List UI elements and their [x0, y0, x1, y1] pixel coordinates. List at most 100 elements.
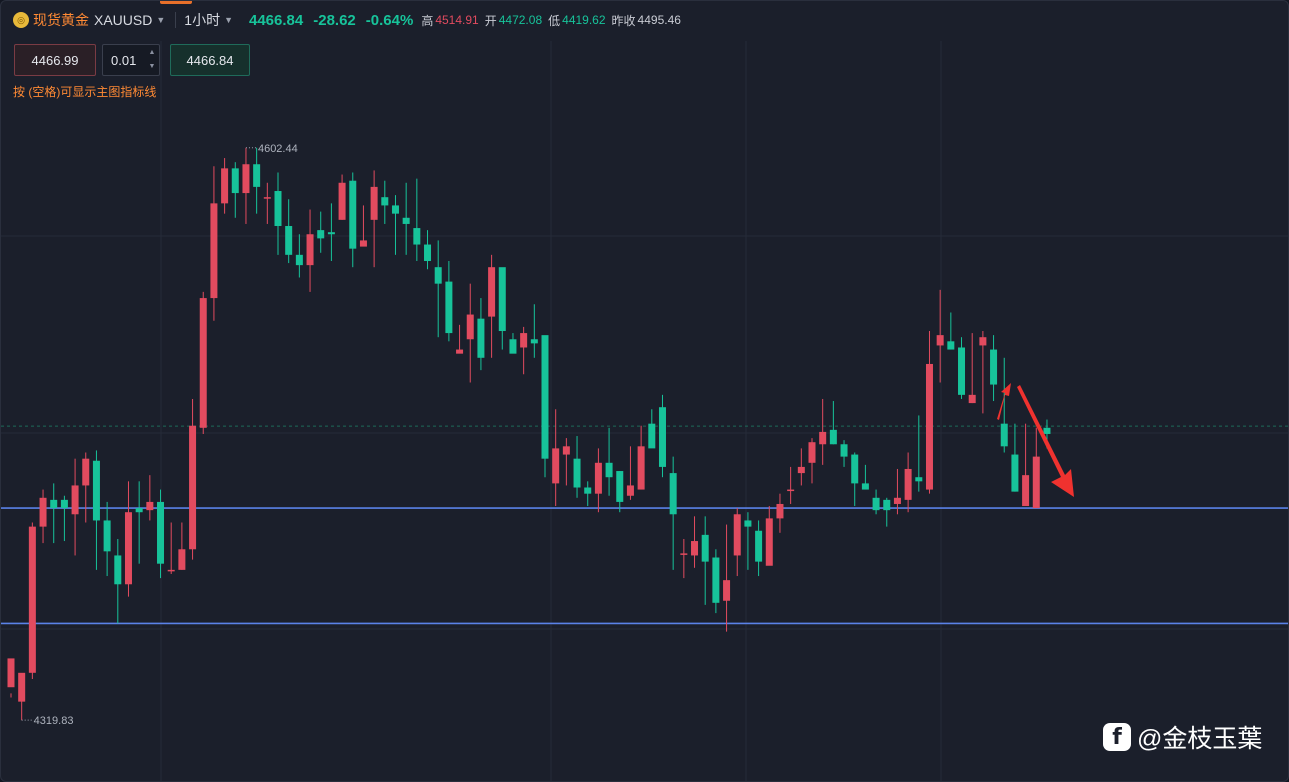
candle-body: [39, 497, 47, 527]
candle-body: [349, 180, 357, 249]
candle-body: [146, 501, 154, 511]
candle-body: [402, 217, 410, 224]
candle-body: [765, 518, 773, 566]
candle-body: [488, 267, 496, 317]
quantity-arrows[interactable]: ▲ ▼: [147, 47, 157, 73]
candle-body: [616, 471, 624, 502]
watermark-text: @金枝玉葉: [1137, 725, 1263, 753]
candle-body: [701, 534, 709, 562]
candle-body: [157, 501, 165, 564]
indicator-hint: 按 (空格)可显示主图指标线: [13, 85, 157, 99]
candle-body: [605, 462, 613, 478]
down-arrow-annotation: [1017, 385, 1074, 497]
candle-body: [840, 444, 848, 457]
candle-body: [904, 468, 912, 500]
candle-body: [712, 557, 720, 603]
candle-body: [274, 191, 282, 227]
last-price: 4466.84: [249, 11, 304, 29]
candle-body: [359, 240, 367, 247]
candle-body: [733, 514, 741, 556]
candle-body: [883, 499, 891, 511]
candle-body: [851, 454, 859, 484]
symbol-dropdown-icon[interactable]: ▼: [156, 15, 166, 25]
candle-body: [231, 168, 239, 194]
candle-body: [626, 485, 634, 496]
candle-body: [797, 466, 805, 474]
candle-body: [552, 448, 560, 484]
candle-body: [50, 499, 58, 509]
prev-close-label: 昨收: [611, 13, 636, 28]
candle-body: [861, 483, 869, 490]
candle-body: [669, 473, 677, 515]
candle-body: [691, 541, 699, 556]
candle-body: [1011, 454, 1019, 492]
low-value: 4419.62: [562, 13, 606, 27]
open-value: 4472.08: [498, 13, 543, 27]
candle-body: [370, 186, 378, 220]
candle-body: [968, 394, 976, 404]
divider: [175, 12, 177, 28]
candle-body: [92, 460, 100, 521]
decrement-icon[interactable]: ▼: [148, 63, 156, 70]
candle-body: [178, 549, 186, 570]
candle-body: [872, 497, 880, 511]
quick-trade-panel: 4466.99 0.01 ▲ ▼ 4466.84: [14, 44, 250, 76]
open-label: 开: [484, 13, 497, 28]
candle-body: [723, 580, 731, 601]
candle-body: [466, 314, 474, 340]
candle-body: [594, 462, 602, 494]
candle-body: [658, 407, 666, 467]
symbol-code[interactable]: XAUUSD: [94, 12, 153, 28]
candle-body: [210, 203, 218, 299]
candle-body: [509, 339, 517, 354]
candle-body: [7, 658, 15, 688]
quantity-value: 0.01: [111, 52, 137, 68]
candle-body: [263, 197, 271, 199]
candle-body: [541, 335, 549, 459]
buy-button[interactable]: 4466.84: [170, 44, 250, 76]
candle-body: [925, 363, 933, 490]
symbol-name[interactable]: 现货黄金: [33, 12, 89, 28]
facebook-icon: f: [1103, 723, 1131, 751]
max-price-label: 4602.44: [258, 143, 298, 155]
candle-body: [1022, 475, 1030, 507]
candle-body: [317, 230, 325, 239]
watermark: f @金枝玉葉: [1103, 719, 1262, 755]
candle-body: [755, 530, 763, 562]
candle-body: [990, 349, 998, 385]
candle-body: [744, 520, 752, 527]
candle-body: [530, 339, 538, 344]
candle-body: [124, 512, 132, 585]
candle-body: [306, 234, 314, 266]
candle-body: [936, 335, 944, 346]
candle-body: [979, 337, 987, 346]
up-arrow-annotation: [997, 383, 1011, 420]
candle-body: [808, 442, 816, 463]
candle-body: [520, 333, 528, 348]
candle-body: [787, 489, 795, 492]
candle-body: [135, 508, 143, 513]
candle-body: [1032, 456, 1040, 509]
candle-body: [60, 499, 68, 509]
candle-body: [381, 197, 389, 206]
candle-body: [562, 446, 570, 455]
timeframe-select[interactable]: 1小时: [184, 12, 221, 28]
high-value: 4514.91: [435, 13, 479, 27]
symbol-header: ◎ 现货黄金 XAUUSD ▼ 1小时 ▼ 4466.84 -28.62 -0.…: [1, 1, 1288, 39]
candle-body: [338, 182, 346, 220]
timeframe-dropdown-icon[interactable]: ▼: [224, 15, 233, 25]
candle-body: [445, 281, 453, 334]
sell-button[interactable]: 4466.99: [14, 44, 96, 76]
increment-icon[interactable]: ▲: [148, 49, 156, 56]
candle-body: [648, 423, 656, 449]
high-label: 高: [421, 13, 434, 28]
candle-body: [637, 446, 645, 490]
candle-body: [391, 205, 399, 214]
candle-body: [413, 228, 421, 245]
price-change-percent: -0.64%: [365, 11, 414, 29]
candle-body: [829, 429, 837, 445]
candle-body: [776, 503, 784, 519]
quantity-stepper[interactable]: 0.01 ▲ ▼: [102, 44, 160, 76]
